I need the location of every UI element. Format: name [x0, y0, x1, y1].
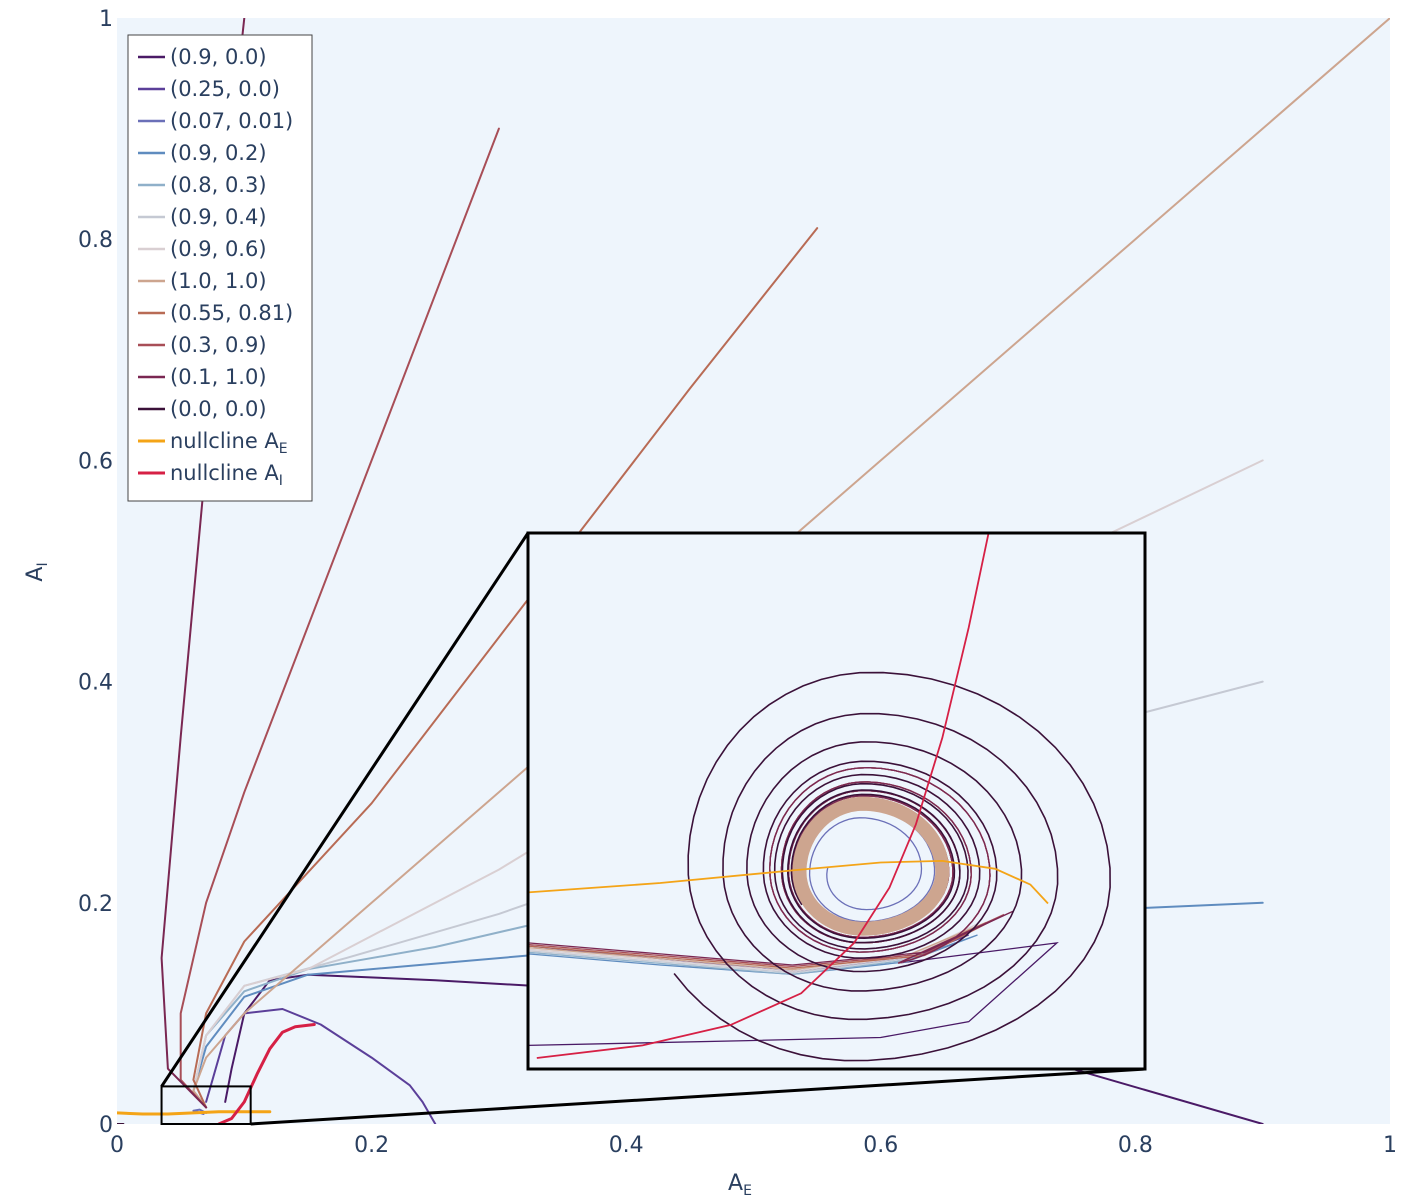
zoom-connector-bottom	[250, 1067, 1146, 1126]
legend-label: (0.07, 0.01)	[170, 109, 293, 133]
legend-item-13[interactable]: nullcline AI	[138, 461, 283, 489]
legend-label: (0.9, 0.0)	[170, 45, 267, 69]
inset-limit-cycle	[792, 796, 950, 936]
legend-label: (0.8, 0.3)	[170, 173, 267, 197]
inset-series-line-11	[673, 671, 1111, 1062]
inset-nullcline-ai	[536, 533, 990, 1059]
zoom-connector-top	[160, 532, 530, 1088]
y-tick-label-2: 0.4	[78, 671, 113, 696]
inset-border	[526, 531, 1147, 1071]
x-axis-label: AE	[728, 1171, 752, 1196]
legend-label: (0.9, 0.2)	[170, 141, 267, 165]
x-tick-label-2: 0.4	[609, 1133, 644, 1158]
legend-label: (0.55, 0.81)	[170, 301, 293, 325]
legend-item-5[interactable]: (0.9, 0.4)	[138, 205, 267, 229]
series-line-7	[192, 18, 1390, 1109]
legend-item-11[interactable]: (0.0, 0.0)	[138, 397, 267, 421]
zoom-region-box	[160, 1085, 252, 1125]
series-line-12	[117, 1110, 272, 1116]
x-tick-label-4: 0.8	[1118, 1133, 1153, 1158]
y-tick-label-4: 0.8	[78, 228, 113, 253]
legend-item-10[interactable]: (0.1, 1.0)	[138, 365, 267, 389]
legend-label: (0.9, 0.6)	[170, 237, 267, 261]
zoom-region-marker	[160, 532, 1146, 1126]
y-tick-label-3: 0.6	[78, 449, 113, 474]
legend-item-6[interactable]: (0.9, 0.6)	[138, 237, 267, 261]
inset-zoom	[526, 531, 1147, 1071]
y-tick-label-1: 0.2	[78, 892, 113, 917]
y-tick-label-0: 0	[99, 1113, 113, 1138]
x-tick-label-0: 0	[110, 1133, 124, 1158]
legend-box	[127, 34, 313, 502]
legend-item-8[interactable]: (0.55, 0.81)	[138, 301, 293, 325]
legend-label: (1.0, 1.0)	[170, 269, 267, 293]
legend-item-4[interactable]: (0.8, 0.3)	[138, 173, 267, 197]
legend-item-7[interactable]: (1.0, 1.0)	[138, 269, 267, 293]
x-tick-label-1: 0.2	[354, 1133, 389, 1158]
x-axis-ticks: 0 0.2 0.4 0.6 0.8 1	[110, 1133, 1397, 1158]
series-line-8	[192, 227, 819, 1109]
legend: (0.9, 0.0) (0.25, 0.0) (0.07, 0.01) (0.9, 0…	[127, 34, 313, 502]
legend-item-3[interactable]: (0.9, 0.2)	[138, 141, 267, 165]
legend-item-1[interactable]: (0.25, 0.0)	[138, 77, 280, 101]
y-tick-label-5: 1	[99, 7, 113, 32]
legend-label: nullcline AI	[170, 461, 283, 489]
legend-item-9[interactable]: (0.3, 0.9)	[138, 333, 267, 357]
inset-nullcline-ae	[528, 859, 1049, 905]
legend-item-0[interactable]: (0.9, 0.0)	[138, 45, 267, 69]
series-line-13	[217, 1023, 316, 1124]
x-tick-label-3: 0.6	[863, 1133, 898, 1158]
series-line-1	[205, 1008, 437, 1124]
y-axis-ticks: 0 0.2 0.4 0.6 0.8 1	[78, 7, 113, 1138]
legend-item-12[interactable]: nullcline AE	[138, 429, 288, 457]
legend-label: nullcline AE	[170, 429, 288, 457]
legend-item-2[interactable]: (0.07, 0.01)	[138, 109, 293, 133]
x-tick-label-5: 1	[1383, 1133, 1397, 1158]
legend-label: (0.9, 0.4)	[170, 205, 267, 229]
legend-label: (0.0, 0.0)	[170, 397, 267, 421]
legend-label: (0.25, 0.0)	[170, 77, 280, 101]
inset-series-layer	[528, 533, 1111, 1062]
legend-label: (0.1, 1.0)	[170, 365, 267, 389]
legend-label: (0.3, 0.9)	[170, 333, 267, 357]
y-axis-label: AI	[23, 562, 51, 581]
series-line-9	[179, 127, 500, 1109]
